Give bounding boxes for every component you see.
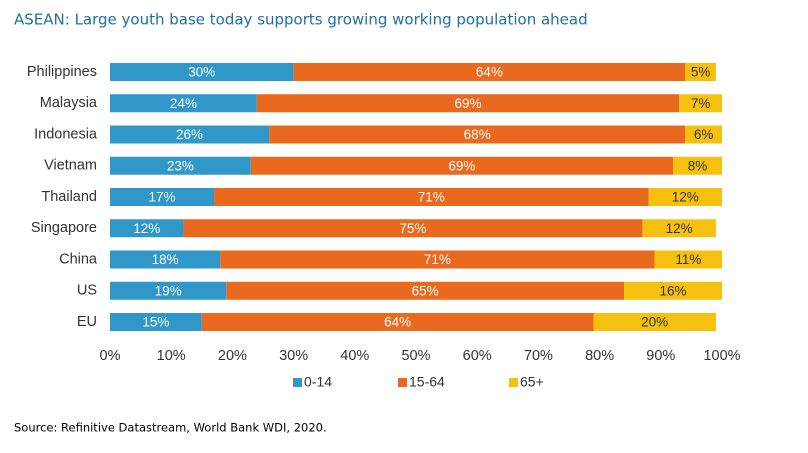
y-tick-label: Singapore [31, 220, 97, 236]
legend-label: 65+ [520, 374, 544, 390]
data-label: 23% [167, 158, 194, 173]
data-label: 18% [152, 252, 179, 267]
data-label: 19% [155, 283, 182, 298]
data-label: 7% [691, 96, 711, 111]
bar-segment [110, 281, 227, 300]
data-label: 64% [384, 315, 411, 330]
data-label: 24% [170, 96, 197, 111]
data-label: 8% [688, 158, 708, 173]
data-label: 16% [660, 283, 687, 298]
bar-segment [214, 188, 649, 206]
legend-swatch [398, 378, 407, 387]
x-tick-label: 60% [463, 348, 492, 364]
bar-segment [269, 125, 686, 144]
bar-segment [250, 156, 674, 175]
y-tick-label: US [77, 283, 97, 299]
data-label: 30% [188, 65, 215, 80]
data-label: 12% [133, 221, 160, 236]
data-label: 20% [641, 315, 668, 330]
x-tick-label: 0% [100, 348, 121, 364]
legend-label: 15-64 [409, 374, 445, 390]
x-tick-label: 20% [218, 348, 247, 364]
data-label: 71% [424, 252, 451, 267]
bar-segment [110, 250, 221, 269]
y-tick-label: Indonesia [34, 126, 98, 142]
x-tick-label: 50% [401, 348, 430, 364]
data-label: 26% [176, 127, 203, 142]
data-label: 75% [399, 221, 426, 236]
bar-segment [110, 313, 202, 331]
bar-segment [183, 219, 643, 238]
bar-segment [220, 250, 655, 269]
bar-segment [110, 125, 270, 144]
x-tick-label: 30% [279, 348, 308, 364]
data-label: 64% [476, 65, 503, 80]
y-tick-label: Vietnam [44, 158, 97, 174]
bar-segment [110, 94, 257, 113]
bar-segment [593, 313, 716, 331]
data-label: 15% [142, 315, 169, 330]
bar-segment [642, 219, 716, 238]
y-tick-label: Malaysia [40, 95, 98, 111]
legend-label: 0-14 [304, 374, 332, 390]
bar-segment [110, 63, 294, 81]
bar-segment [654, 250, 722, 269]
bar-segment [110, 219, 184, 238]
data-label: 65% [412, 283, 439, 298]
source-note: Source: Refinitive Datastream, World Ban… [14, 421, 327, 435]
bar-segment [685, 125, 722, 144]
data-label: 71% [418, 190, 445, 205]
y-tick-label: Philippines [27, 64, 97, 80]
legend-swatch [509, 378, 518, 387]
legend-swatch [293, 378, 302, 387]
data-label: 68% [464, 127, 491, 142]
data-label: 12% [672, 190, 699, 205]
bar-segment [226, 281, 625, 300]
data-label: 69% [455, 96, 482, 111]
data-label: 11% [675, 252, 701, 267]
bar-segment [673, 156, 722, 175]
bar-segment [293, 63, 686, 81]
data-label: 17% [149, 190, 176, 205]
x-tick-label: 100% [703, 348, 740, 364]
x-tick-label: 70% [524, 348, 553, 364]
bar-segment [201, 313, 594, 331]
bar-segment [685, 63, 716, 81]
bar-segment [679, 94, 722, 113]
x-tick-label: 90% [646, 348, 675, 364]
bar-segment [648, 188, 722, 206]
x-tick-label: 40% [340, 348, 369, 364]
data-label: 12% [666, 221, 693, 236]
bar-segment [624, 281, 722, 300]
bar-segment [110, 156, 251, 175]
data-label: 69% [448, 158, 475, 173]
y-tick-label: China [59, 251, 98, 267]
y-tick-label: EU [77, 314, 97, 330]
x-tick-label: 80% [585, 348, 614, 364]
bar-segment [256, 94, 680, 113]
x-tick-label: 10% [157, 348, 186, 364]
data-label: 5% [691, 65, 711, 80]
bar-segment [110, 188, 215, 206]
y-tick-label: Thailand [41, 189, 97, 205]
data-label: 6% [694, 127, 714, 142]
chart-title: ASEAN: Large youth base today supports g… [14, 11, 588, 29]
